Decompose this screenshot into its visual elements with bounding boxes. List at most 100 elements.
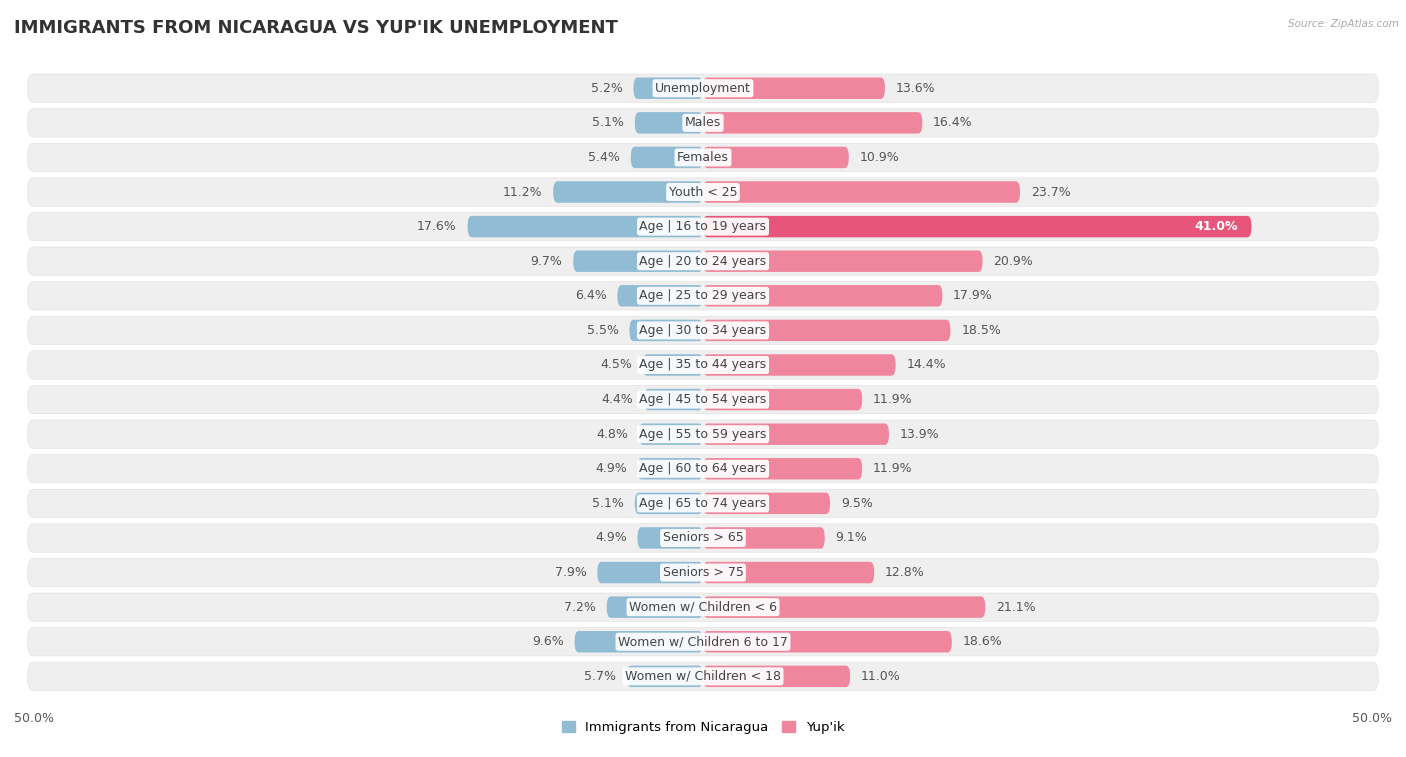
FancyBboxPatch shape: [598, 562, 703, 584]
FancyBboxPatch shape: [28, 74, 1378, 102]
Text: Females: Females: [678, 151, 728, 164]
Text: 18.6%: 18.6%: [963, 635, 1002, 648]
Text: Age | 25 to 29 years: Age | 25 to 29 years: [640, 289, 766, 302]
FancyBboxPatch shape: [28, 316, 1378, 344]
FancyBboxPatch shape: [28, 559, 1378, 587]
FancyBboxPatch shape: [703, 77, 884, 99]
Text: 17.9%: 17.9%: [953, 289, 993, 302]
FancyBboxPatch shape: [703, 562, 875, 584]
FancyBboxPatch shape: [644, 389, 703, 410]
Text: Women w/ Children < 6: Women w/ Children < 6: [628, 600, 778, 614]
Text: Age | 16 to 19 years: Age | 16 to 19 years: [640, 220, 766, 233]
Text: 12.8%: 12.8%: [884, 566, 925, 579]
FancyBboxPatch shape: [28, 143, 1378, 172]
Text: 9.1%: 9.1%: [835, 531, 868, 544]
FancyBboxPatch shape: [28, 213, 1378, 241]
Text: 9.7%: 9.7%: [530, 254, 562, 268]
FancyBboxPatch shape: [703, 493, 830, 514]
Text: 13.6%: 13.6%: [896, 82, 935, 95]
FancyBboxPatch shape: [28, 489, 1378, 518]
FancyBboxPatch shape: [606, 597, 703, 618]
Text: 11.0%: 11.0%: [860, 670, 901, 683]
FancyBboxPatch shape: [28, 350, 1378, 379]
FancyBboxPatch shape: [630, 319, 703, 341]
Text: 4.4%: 4.4%: [602, 393, 634, 406]
Text: 5.7%: 5.7%: [583, 670, 616, 683]
FancyBboxPatch shape: [627, 665, 703, 687]
FancyBboxPatch shape: [634, 493, 703, 514]
Text: 13.9%: 13.9%: [900, 428, 939, 441]
Text: 21.1%: 21.1%: [995, 600, 1036, 614]
FancyBboxPatch shape: [703, 354, 896, 375]
Text: 9.6%: 9.6%: [531, 635, 564, 648]
FancyBboxPatch shape: [634, 112, 703, 133]
Text: Males: Males: [685, 117, 721, 129]
Text: 7.9%: 7.9%: [555, 566, 586, 579]
FancyBboxPatch shape: [703, 527, 825, 549]
Text: Seniors > 65: Seniors > 65: [662, 531, 744, 544]
FancyBboxPatch shape: [703, 285, 942, 307]
Text: 14.4%: 14.4%: [907, 359, 946, 372]
FancyBboxPatch shape: [703, 319, 950, 341]
FancyBboxPatch shape: [703, 597, 986, 618]
Text: Seniors > 75: Seniors > 75: [662, 566, 744, 579]
Text: 23.7%: 23.7%: [1031, 185, 1070, 198]
FancyBboxPatch shape: [703, 458, 862, 479]
FancyBboxPatch shape: [574, 251, 703, 272]
FancyBboxPatch shape: [703, 112, 922, 133]
Text: Age | 20 to 24 years: Age | 20 to 24 years: [640, 254, 766, 268]
FancyBboxPatch shape: [703, 389, 862, 410]
Text: Age | 45 to 54 years: Age | 45 to 54 years: [640, 393, 766, 406]
FancyBboxPatch shape: [575, 631, 703, 653]
Text: 17.6%: 17.6%: [418, 220, 457, 233]
Text: 11.2%: 11.2%: [503, 185, 543, 198]
Text: 11.9%: 11.9%: [873, 463, 912, 475]
FancyBboxPatch shape: [631, 147, 703, 168]
Text: Youth < 25: Youth < 25: [669, 185, 737, 198]
Text: 6.4%: 6.4%: [575, 289, 606, 302]
FancyBboxPatch shape: [638, 423, 703, 445]
FancyBboxPatch shape: [28, 455, 1378, 483]
Text: 5.1%: 5.1%: [592, 497, 624, 510]
Text: Unemployment: Unemployment: [655, 82, 751, 95]
FancyBboxPatch shape: [703, 147, 849, 168]
FancyBboxPatch shape: [703, 181, 1019, 203]
Text: 4.5%: 4.5%: [600, 359, 633, 372]
FancyBboxPatch shape: [28, 420, 1378, 448]
Text: Source: ZipAtlas.com: Source: ZipAtlas.com: [1288, 19, 1399, 29]
FancyBboxPatch shape: [28, 247, 1378, 276]
Text: 4.8%: 4.8%: [596, 428, 628, 441]
FancyBboxPatch shape: [643, 354, 703, 375]
Text: Age | 30 to 34 years: Age | 30 to 34 years: [640, 324, 766, 337]
Text: Age | 60 to 64 years: Age | 60 to 64 years: [640, 463, 766, 475]
Text: Women w/ Children < 18: Women w/ Children < 18: [626, 670, 780, 683]
FancyBboxPatch shape: [703, 631, 952, 653]
FancyBboxPatch shape: [28, 628, 1378, 656]
Text: 5.4%: 5.4%: [588, 151, 620, 164]
FancyBboxPatch shape: [703, 251, 983, 272]
Text: 5.2%: 5.2%: [591, 82, 623, 95]
FancyBboxPatch shape: [28, 593, 1378, 621]
Text: 41.0%: 41.0%: [1195, 220, 1239, 233]
FancyBboxPatch shape: [634, 77, 703, 99]
Text: 4.9%: 4.9%: [595, 531, 627, 544]
Text: IMMIGRANTS FROM NICARAGUA VS YUP'IK UNEMPLOYMENT: IMMIGRANTS FROM NICARAGUA VS YUP'IK UNEM…: [14, 19, 617, 37]
Text: 5.5%: 5.5%: [586, 324, 619, 337]
Text: Women w/ Children 6 to 17: Women w/ Children 6 to 17: [619, 635, 787, 648]
FancyBboxPatch shape: [617, 285, 703, 307]
Text: 20.9%: 20.9%: [993, 254, 1033, 268]
FancyBboxPatch shape: [468, 216, 703, 238]
FancyBboxPatch shape: [637, 527, 703, 549]
Text: 5.1%: 5.1%: [592, 117, 624, 129]
FancyBboxPatch shape: [28, 662, 1378, 690]
FancyBboxPatch shape: [703, 665, 851, 687]
Text: 7.2%: 7.2%: [564, 600, 596, 614]
FancyBboxPatch shape: [28, 282, 1378, 310]
FancyBboxPatch shape: [28, 109, 1378, 137]
FancyBboxPatch shape: [703, 423, 889, 445]
Text: 10.9%: 10.9%: [859, 151, 900, 164]
Text: 18.5%: 18.5%: [962, 324, 1001, 337]
FancyBboxPatch shape: [28, 178, 1378, 206]
FancyBboxPatch shape: [637, 458, 703, 479]
FancyBboxPatch shape: [703, 216, 1251, 238]
